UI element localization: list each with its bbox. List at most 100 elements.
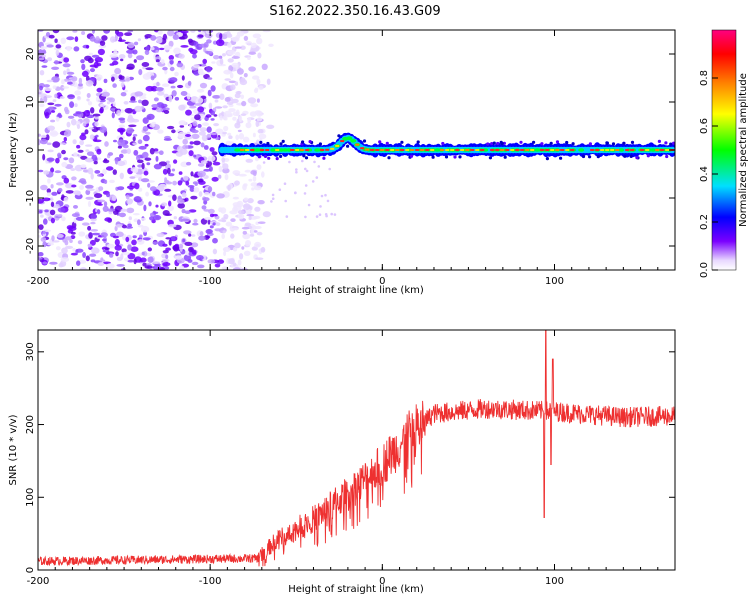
signal-fringe <box>545 157 550 161</box>
noise-speckle <box>154 151 160 154</box>
noise-speckle <box>77 191 81 196</box>
signal-fringe <box>318 142 322 146</box>
noise-speckle <box>307 203 311 207</box>
noise-speckle <box>167 125 175 130</box>
signal-peak <box>655 149 660 151</box>
noise-speckle <box>104 141 109 147</box>
noise-speckle <box>74 36 79 42</box>
noise-speckle <box>63 106 69 113</box>
signal-fringe <box>492 141 496 145</box>
noise-speckle <box>38 169 44 173</box>
signal-peak <box>385 149 390 151</box>
signal-peak <box>405 149 410 151</box>
noise-speckle <box>333 213 337 216</box>
noise-speckle <box>77 240 83 245</box>
noise-speckle <box>144 157 152 161</box>
noise-speckle <box>178 120 187 126</box>
noise-speckle <box>38 138 41 146</box>
signal-fringe <box>629 154 633 158</box>
noise-speckle <box>165 247 172 251</box>
noise-speckle <box>180 45 189 48</box>
noise-speckle <box>88 127 95 130</box>
signal-fringe <box>378 140 382 144</box>
noise-speckle <box>162 107 170 111</box>
noise-speckle <box>78 83 83 87</box>
noise-speckle <box>147 247 152 252</box>
noise-speckle <box>193 64 200 68</box>
noise-speckle <box>218 55 223 59</box>
noise-speckle <box>144 49 150 56</box>
noise-speckle <box>111 112 115 119</box>
noise-speckle <box>137 159 144 164</box>
signal-peak <box>480 149 485 151</box>
noise-speckle <box>189 141 194 145</box>
noise-speckle <box>180 218 190 222</box>
noise-speckle <box>153 163 162 170</box>
signal-peak <box>430 149 435 151</box>
noise-speckle <box>55 157 60 164</box>
noise-speckle <box>65 190 74 194</box>
snr-x-tick-label: 0 <box>379 576 385 587</box>
noise-speckle <box>252 75 260 80</box>
noise-speckle <box>178 36 185 40</box>
noise-speckle <box>230 227 239 231</box>
noise-speckle <box>194 114 201 121</box>
noise-speckle <box>120 253 124 260</box>
noise-speckle <box>234 180 240 186</box>
noise-speckle <box>197 123 202 128</box>
signal-fringe <box>486 142 490 146</box>
noise-speckle <box>330 212 334 216</box>
noise-speckle <box>120 92 127 97</box>
spectrogram-y-tick-label: 20 <box>25 48 36 61</box>
noise-speckle <box>40 214 44 218</box>
signal-fringe <box>346 144 350 148</box>
noise-speckle <box>38 210 43 214</box>
noise-speckle <box>188 47 194 53</box>
noise-speckle <box>104 217 112 222</box>
noise-speckle <box>180 91 188 96</box>
noise-speckle <box>63 70 67 76</box>
noise-speckle <box>162 250 169 254</box>
signal-peak <box>375 149 380 151</box>
noise-speckle <box>157 91 165 96</box>
signal-peak <box>465 149 470 151</box>
noise-speckle <box>139 257 147 263</box>
signal-peak <box>610 149 615 151</box>
noise-speckle <box>70 168 76 171</box>
noise-speckle <box>38 252 44 257</box>
noise-speckle <box>148 201 152 207</box>
noise-speckle <box>230 84 236 91</box>
signal-peak <box>380 149 385 151</box>
signal-fringe <box>540 142 544 146</box>
spectrogram-y-tick-label: -20 <box>25 238 36 254</box>
noise-speckle <box>260 246 266 253</box>
noise-speckle <box>109 252 114 258</box>
noise-speckle <box>191 129 199 134</box>
noise-speckle <box>46 79 54 83</box>
noise-speckle <box>253 88 259 94</box>
signal-fringe <box>490 142 494 146</box>
noise-speckle <box>268 43 274 47</box>
noise-speckle <box>226 101 234 105</box>
noise-speckle <box>179 265 185 270</box>
noise-speckle <box>240 113 247 116</box>
noise-speckle <box>222 163 229 170</box>
noise-speckle <box>205 229 213 234</box>
noise-speckle <box>304 215 307 219</box>
noise-speckle <box>232 116 237 121</box>
noise-speckle <box>150 35 157 41</box>
noise-speckle <box>243 250 251 256</box>
noise-speckle <box>295 168 298 171</box>
noise-speckle <box>57 112 62 117</box>
noise-speckle <box>107 101 111 105</box>
signal-core <box>618 148 625 152</box>
noise-speckle <box>185 134 191 137</box>
noise-speckle <box>143 204 147 212</box>
noise-speckle <box>173 216 177 220</box>
noise-speckle <box>102 159 110 164</box>
noise-speckle <box>90 68 95 73</box>
noise-speckle <box>211 151 218 156</box>
noise-speckle <box>225 221 232 227</box>
signal-fringe <box>301 140 305 144</box>
noise-speckle <box>303 192 307 195</box>
